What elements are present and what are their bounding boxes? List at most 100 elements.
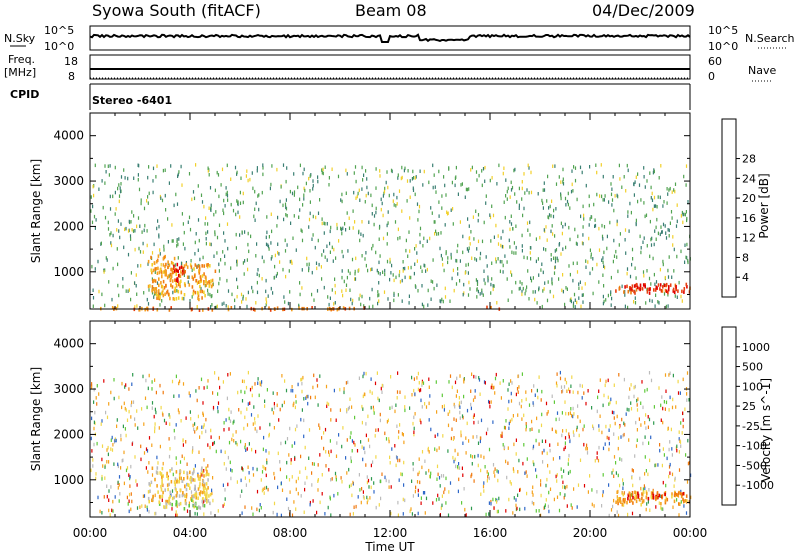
data-cell (165, 262, 167, 267)
data-cell (326, 258, 328, 262)
data-cell (581, 170, 583, 175)
data-cell (611, 203, 613, 207)
data-cell (317, 175, 319, 179)
data-cell (347, 380, 349, 385)
data-cell (458, 401, 461, 405)
data-cell (270, 257, 272, 261)
data-cell (676, 498, 678, 502)
data-cell (284, 440, 287, 445)
data-cell (676, 295, 678, 299)
data-cell (552, 294, 555, 299)
data-cell (671, 190, 673, 194)
data-cell (274, 264, 276, 269)
data-cell (375, 250, 377, 255)
data-cell (171, 379, 174, 384)
data-cell (581, 396, 583, 400)
data-cell (194, 422, 196, 426)
data-cell (529, 251, 531, 255)
data-cell (613, 383, 615, 387)
data-cell (468, 224, 470, 228)
data-cell (215, 210, 217, 214)
data-cell (223, 231, 225, 235)
data-cell (680, 294, 682, 299)
data-cell (298, 215, 300, 219)
data-cell (419, 418, 421, 422)
data-cell (155, 287, 158, 291)
data-cell (546, 412, 548, 416)
data-cell (151, 497, 154, 501)
data-cell (159, 252, 161, 256)
data-cell (203, 499, 205, 504)
data-cell (173, 480, 176, 484)
data-cell (288, 269, 290, 273)
data-cell (325, 464, 327, 468)
data-cell (297, 476, 299, 481)
data-cell (622, 482, 624, 486)
data-cell (173, 495, 175, 500)
data-cell (198, 505, 200, 509)
data-cell (168, 499, 171, 504)
data-cell (221, 302, 223, 306)
data-cell (123, 168, 125, 172)
data-cell (118, 199, 120, 204)
data-cell (521, 372, 523, 376)
data-cell (187, 280, 189, 284)
data-cell (373, 411, 375, 415)
data-cell (681, 210, 683, 215)
data-cell (511, 290, 513, 294)
data-cell (295, 487, 297, 492)
data-cell (642, 499, 645, 503)
data-cell (188, 501, 190, 505)
data-cell (230, 410, 232, 414)
data-cell (601, 258, 603, 262)
data-cell (123, 245, 125, 250)
data-cell (661, 230, 663, 234)
data-cell (164, 269, 167, 273)
data-cell (651, 198, 654, 202)
data-cell (488, 400, 491, 405)
data-cell (195, 163, 197, 167)
data-cell (118, 475, 121, 479)
data-cell (110, 438, 112, 442)
data-cell (674, 476, 676, 481)
data-cell (187, 220, 189, 224)
data-cell (399, 423, 401, 427)
data-cell (161, 284, 164, 289)
data-cell (128, 387, 130, 391)
data-cell (160, 472, 163, 476)
data-cell (360, 500, 362, 505)
data-cell (367, 414, 369, 419)
data-cell (660, 506, 662, 510)
data-cell (302, 375, 304, 380)
data-cell (559, 456, 561, 460)
data-cell (476, 247, 478, 251)
data-cell (132, 229, 135, 233)
data-cell (530, 246, 532, 250)
data-cell (686, 398, 688, 402)
data-cell (196, 398, 198, 403)
data-cell (459, 259, 461, 263)
data-cell (483, 278, 485, 282)
colorbar-tick-label: -500 (742, 459, 767, 472)
time-tick-label: 00:00 (673, 526, 708, 540)
data-cell (192, 495, 194, 499)
data-cell (181, 493, 184, 498)
data-cell (101, 292, 103, 297)
data-cell (604, 442, 606, 446)
data-cell (172, 266, 175, 270)
data-cell (688, 500, 691, 504)
data-cell (322, 171, 324, 176)
data-cell (412, 421, 414, 426)
data-cell (213, 212, 215, 217)
data-cell (610, 192, 613, 197)
data-cell (158, 233, 160, 237)
data-cell (422, 183, 424, 187)
data-cell (303, 397, 305, 401)
data-cell (502, 245, 504, 249)
data-cell (494, 376, 497, 381)
data-cell (121, 405, 123, 410)
data-cell (420, 398, 422, 403)
data-cell (265, 242, 268, 247)
data-cell (483, 455, 485, 460)
data-cell (354, 220, 356, 224)
